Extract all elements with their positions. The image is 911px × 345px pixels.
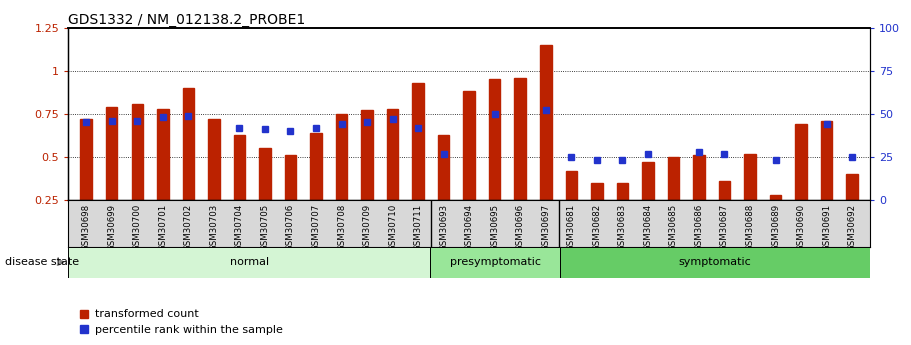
Bar — [80, 119, 92, 243]
Bar — [387, 109, 398, 243]
Text: GSM30691: GSM30691 — [822, 204, 831, 251]
Bar — [208, 119, 220, 243]
Text: GSM30705: GSM30705 — [261, 204, 270, 251]
Text: GSM30696: GSM30696 — [516, 204, 525, 251]
Text: GSM30703: GSM30703 — [210, 204, 219, 251]
Text: GSM30695: GSM30695 — [490, 204, 499, 251]
Legend: transformed count, percentile rank within the sample: transformed count, percentile rank withi… — [74, 305, 287, 339]
Text: GSM30708: GSM30708 — [337, 204, 346, 251]
Bar — [559, 247, 870, 278]
Text: GSM30706: GSM30706 — [286, 204, 295, 251]
Text: symptomatic: symptomatic — [679, 257, 752, 267]
Bar — [591, 183, 602, 243]
Bar — [846, 174, 858, 243]
Bar — [430, 247, 559, 278]
Text: GSM30697: GSM30697 — [541, 204, 550, 251]
Text: GSM30694: GSM30694 — [465, 204, 474, 251]
Text: GSM30700: GSM30700 — [133, 204, 142, 251]
Bar — [617, 183, 628, 243]
Text: GSM30685: GSM30685 — [669, 204, 678, 251]
Text: GSM30683: GSM30683 — [618, 204, 627, 251]
Bar — [259, 148, 271, 243]
Text: GSM30690: GSM30690 — [796, 204, 805, 251]
Text: GSM30701: GSM30701 — [159, 204, 168, 251]
Text: GSM30682: GSM30682 — [592, 204, 601, 251]
Text: GSM30702: GSM30702 — [184, 204, 193, 251]
Text: GSM30699: GSM30699 — [107, 204, 117, 251]
Text: normal: normal — [230, 257, 269, 267]
Bar — [336, 114, 347, 243]
Bar — [311, 133, 322, 243]
Bar — [744, 154, 756, 243]
Text: GSM30692: GSM30692 — [847, 204, 856, 251]
Bar — [515, 78, 526, 243]
Text: GSM30689: GSM30689 — [771, 204, 780, 251]
Bar — [540, 45, 551, 243]
Text: GSM30684: GSM30684 — [643, 204, 652, 251]
Bar — [668, 157, 680, 243]
Bar — [362, 110, 373, 243]
Bar — [285, 155, 296, 243]
Bar — [464, 91, 475, 243]
Bar — [770, 195, 782, 243]
Bar — [106, 107, 118, 243]
Bar — [795, 124, 807, 243]
Bar — [566, 171, 577, 243]
Bar — [131, 104, 143, 243]
Bar — [68, 247, 430, 278]
Text: GSM30711: GSM30711 — [414, 204, 423, 251]
Text: GSM30686: GSM30686 — [694, 204, 703, 251]
Text: presymptomatic: presymptomatic — [449, 257, 540, 267]
Text: GDS1332 / NM_012138.2_PROBE1: GDS1332 / NM_012138.2_PROBE1 — [68, 12, 305, 27]
Bar — [413, 83, 424, 243]
Bar — [719, 181, 731, 243]
Bar — [233, 135, 245, 243]
Bar — [642, 162, 653, 243]
Text: GSM30707: GSM30707 — [312, 204, 321, 251]
Text: GSM30710: GSM30710 — [388, 204, 397, 251]
Bar — [438, 135, 449, 243]
Text: GSM30688: GSM30688 — [745, 204, 754, 251]
Text: disease state: disease state — [5, 257, 78, 267]
Bar — [182, 88, 194, 243]
Text: GSM30687: GSM30687 — [720, 204, 729, 251]
Bar — [821, 121, 833, 243]
Text: GSM30704: GSM30704 — [235, 204, 244, 251]
Text: GSM30681: GSM30681 — [567, 204, 576, 251]
Bar — [693, 155, 705, 243]
Text: GSM30693: GSM30693 — [439, 204, 448, 251]
Bar — [157, 109, 169, 243]
Text: GSM30698: GSM30698 — [82, 204, 91, 251]
Bar — [489, 79, 500, 243]
Text: GSM30709: GSM30709 — [363, 204, 372, 251]
